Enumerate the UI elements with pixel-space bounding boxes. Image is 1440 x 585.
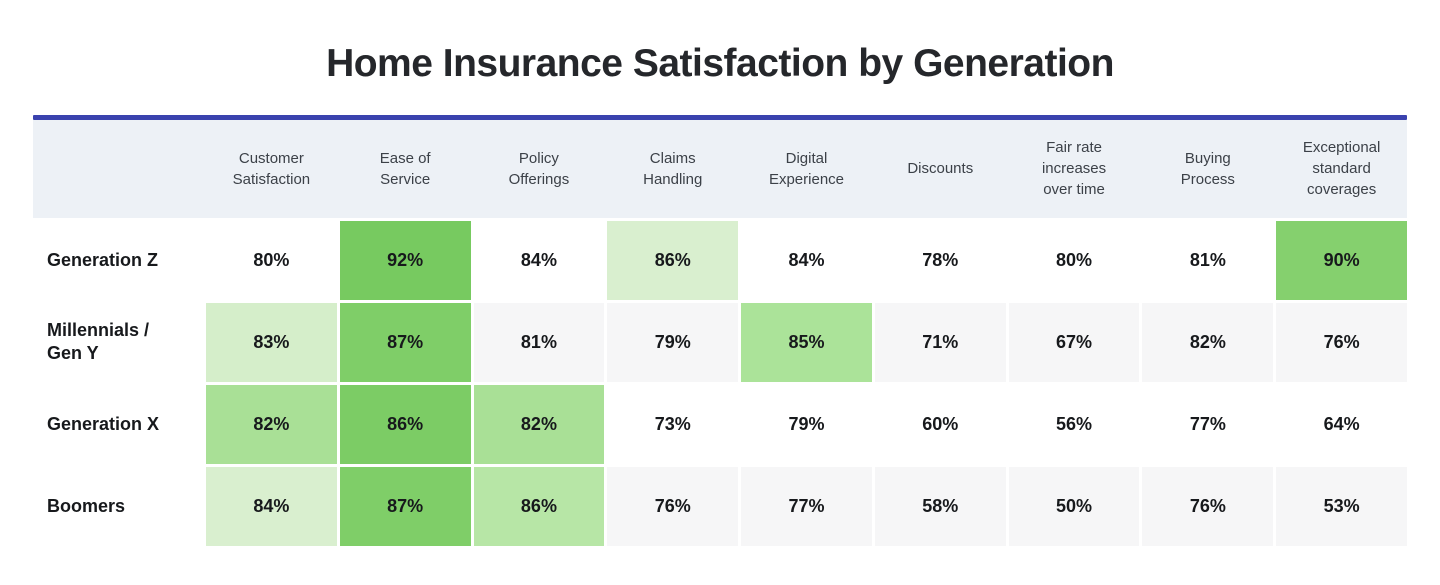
heatmap-cell: 67% [1008,302,1140,382]
row-label: Boomers [33,466,203,546]
column-header: Customer Satisfaction [206,120,337,218]
heatmap-cell: 77% [1142,384,1274,464]
heatmap-cell: 73% [607,384,739,464]
heatmap-cell: 56% [1008,384,1140,464]
heatmap-cell: 53% [1276,466,1407,546]
heatmap-cell: 86% [473,466,605,546]
column-header-label: Customer Satisfaction [232,149,311,188]
row-label-text: Generation X [47,413,160,434]
heatmap-cell: 83% [206,302,337,382]
accent-divider [33,114,1407,120]
column-header-label: Exceptional standard coverages [1302,139,1381,199]
heatmap-cell: 79% [607,302,739,382]
heatmap-cell: 81% [473,302,605,382]
table-row: Boomers 84% 87% 86% 76% 77% 58% 50% 76% 53% [33,466,1407,546]
satisfaction-table: Customer Satisfaction Ease of Service Poli… [33,114,1407,546]
row-label-text: Boomers [47,495,126,516]
column-header: Claims Handling [607,120,738,218]
column-header-label: Fair rate increases over time [1041,139,1107,199]
heatmap-cell: 76% [607,466,739,546]
heatmap-cell: 82% [206,384,337,464]
heatmap-cell: 84% [206,466,337,546]
column-header: Discounts [875,120,1006,218]
table-header-row: Customer Satisfaction Ease of Service Poli… [33,119,1407,218]
row-label: Generation X [33,384,203,464]
heatmap-cell: 87% [339,302,471,382]
heatmap-cell: 86% [339,384,471,464]
column-header: Ease of Service [340,120,471,218]
heatmap-cell: 79% [741,384,872,464]
heatmap-cell: 81% [1142,220,1274,300]
heatmap-cell: 92% [339,220,471,300]
column-header: Digital Experience [741,120,872,218]
heatmap-cell: 87% [339,466,471,546]
heatmap-cell: 64% [1276,384,1407,464]
heatmap-cell: 82% [1142,302,1274,382]
table-row: Millennials / Gen Y 83% 87% 81% 79% 85% 71% 67%… [33,302,1407,382]
column-header-label: Discounts [907,160,974,178]
heatmap-cell: 84% [473,220,605,300]
heatmap-cell: 80% [206,220,337,300]
column-header-label: Buying Process [1180,149,1235,188]
table-row: Generation Z 80% 92% 84% 86% 84% 78% 80% 81% 90% [33,220,1407,300]
column-header: Fair rate increases over time [1009,120,1140,218]
column-header: Policy Offerings [474,120,605,218]
heatmap-cell: 77% [741,466,872,546]
column-header: Buying Process [1142,120,1273,218]
header-corner-cell [33,120,203,218]
column-header-label: Digital Experience [768,149,844,188]
heatmap-cell: 80% [1008,220,1140,300]
row-label: Generation Z [33,220,203,300]
heatmap-cell: 78% [874,220,1006,300]
heatmap-cell: 76% [1276,302,1407,382]
column-header-label: Policy Offerings [508,149,570,188]
heatmap-cell: 86% [607,220,739,300]
heatmap-cell: 76% [1142,466,1274,546]
row-label-text: Millennials / Gen Y [47,319,150,364]
column-header-label: Ease of Service [379,149,431,188]
table-body: Generation Z 80% 92% 84% 86% 84% 78% 80% 81% 90% M… [33,220,1407,546]
row-label: Millennials / Gen Y [33,302,203,382]
column-header-label: Claims Handling [643,149,703,188]
heatmap-cell: 90% [1276,220,1407,300]
heatmap-cell: 71% [874,302,1006,382]
heatmap-cell: 50% [1008,466,1140,546]
heatmap-cell: 82% [473,384,605,464]
heatmap-cell: 85% [741,302,872,382]
column-header: Exceptional standard coverages [1276,120,1407,218]
table-row: Generation X 82% 86% 82% 73% 79% 60% 56% 77% 64% [33,384,1407,464]
row-label-text: Generation Z [47,249,159,270]
heatmap-cell: 60% [874,384,1006,464]
heatmap-cell: 84% [741,220,872,300]
page-title: Home Insurance Satisfaction by Generatio… [326,42,1114,85]
heatmap-cell: 58% [874,466,1006,546]
